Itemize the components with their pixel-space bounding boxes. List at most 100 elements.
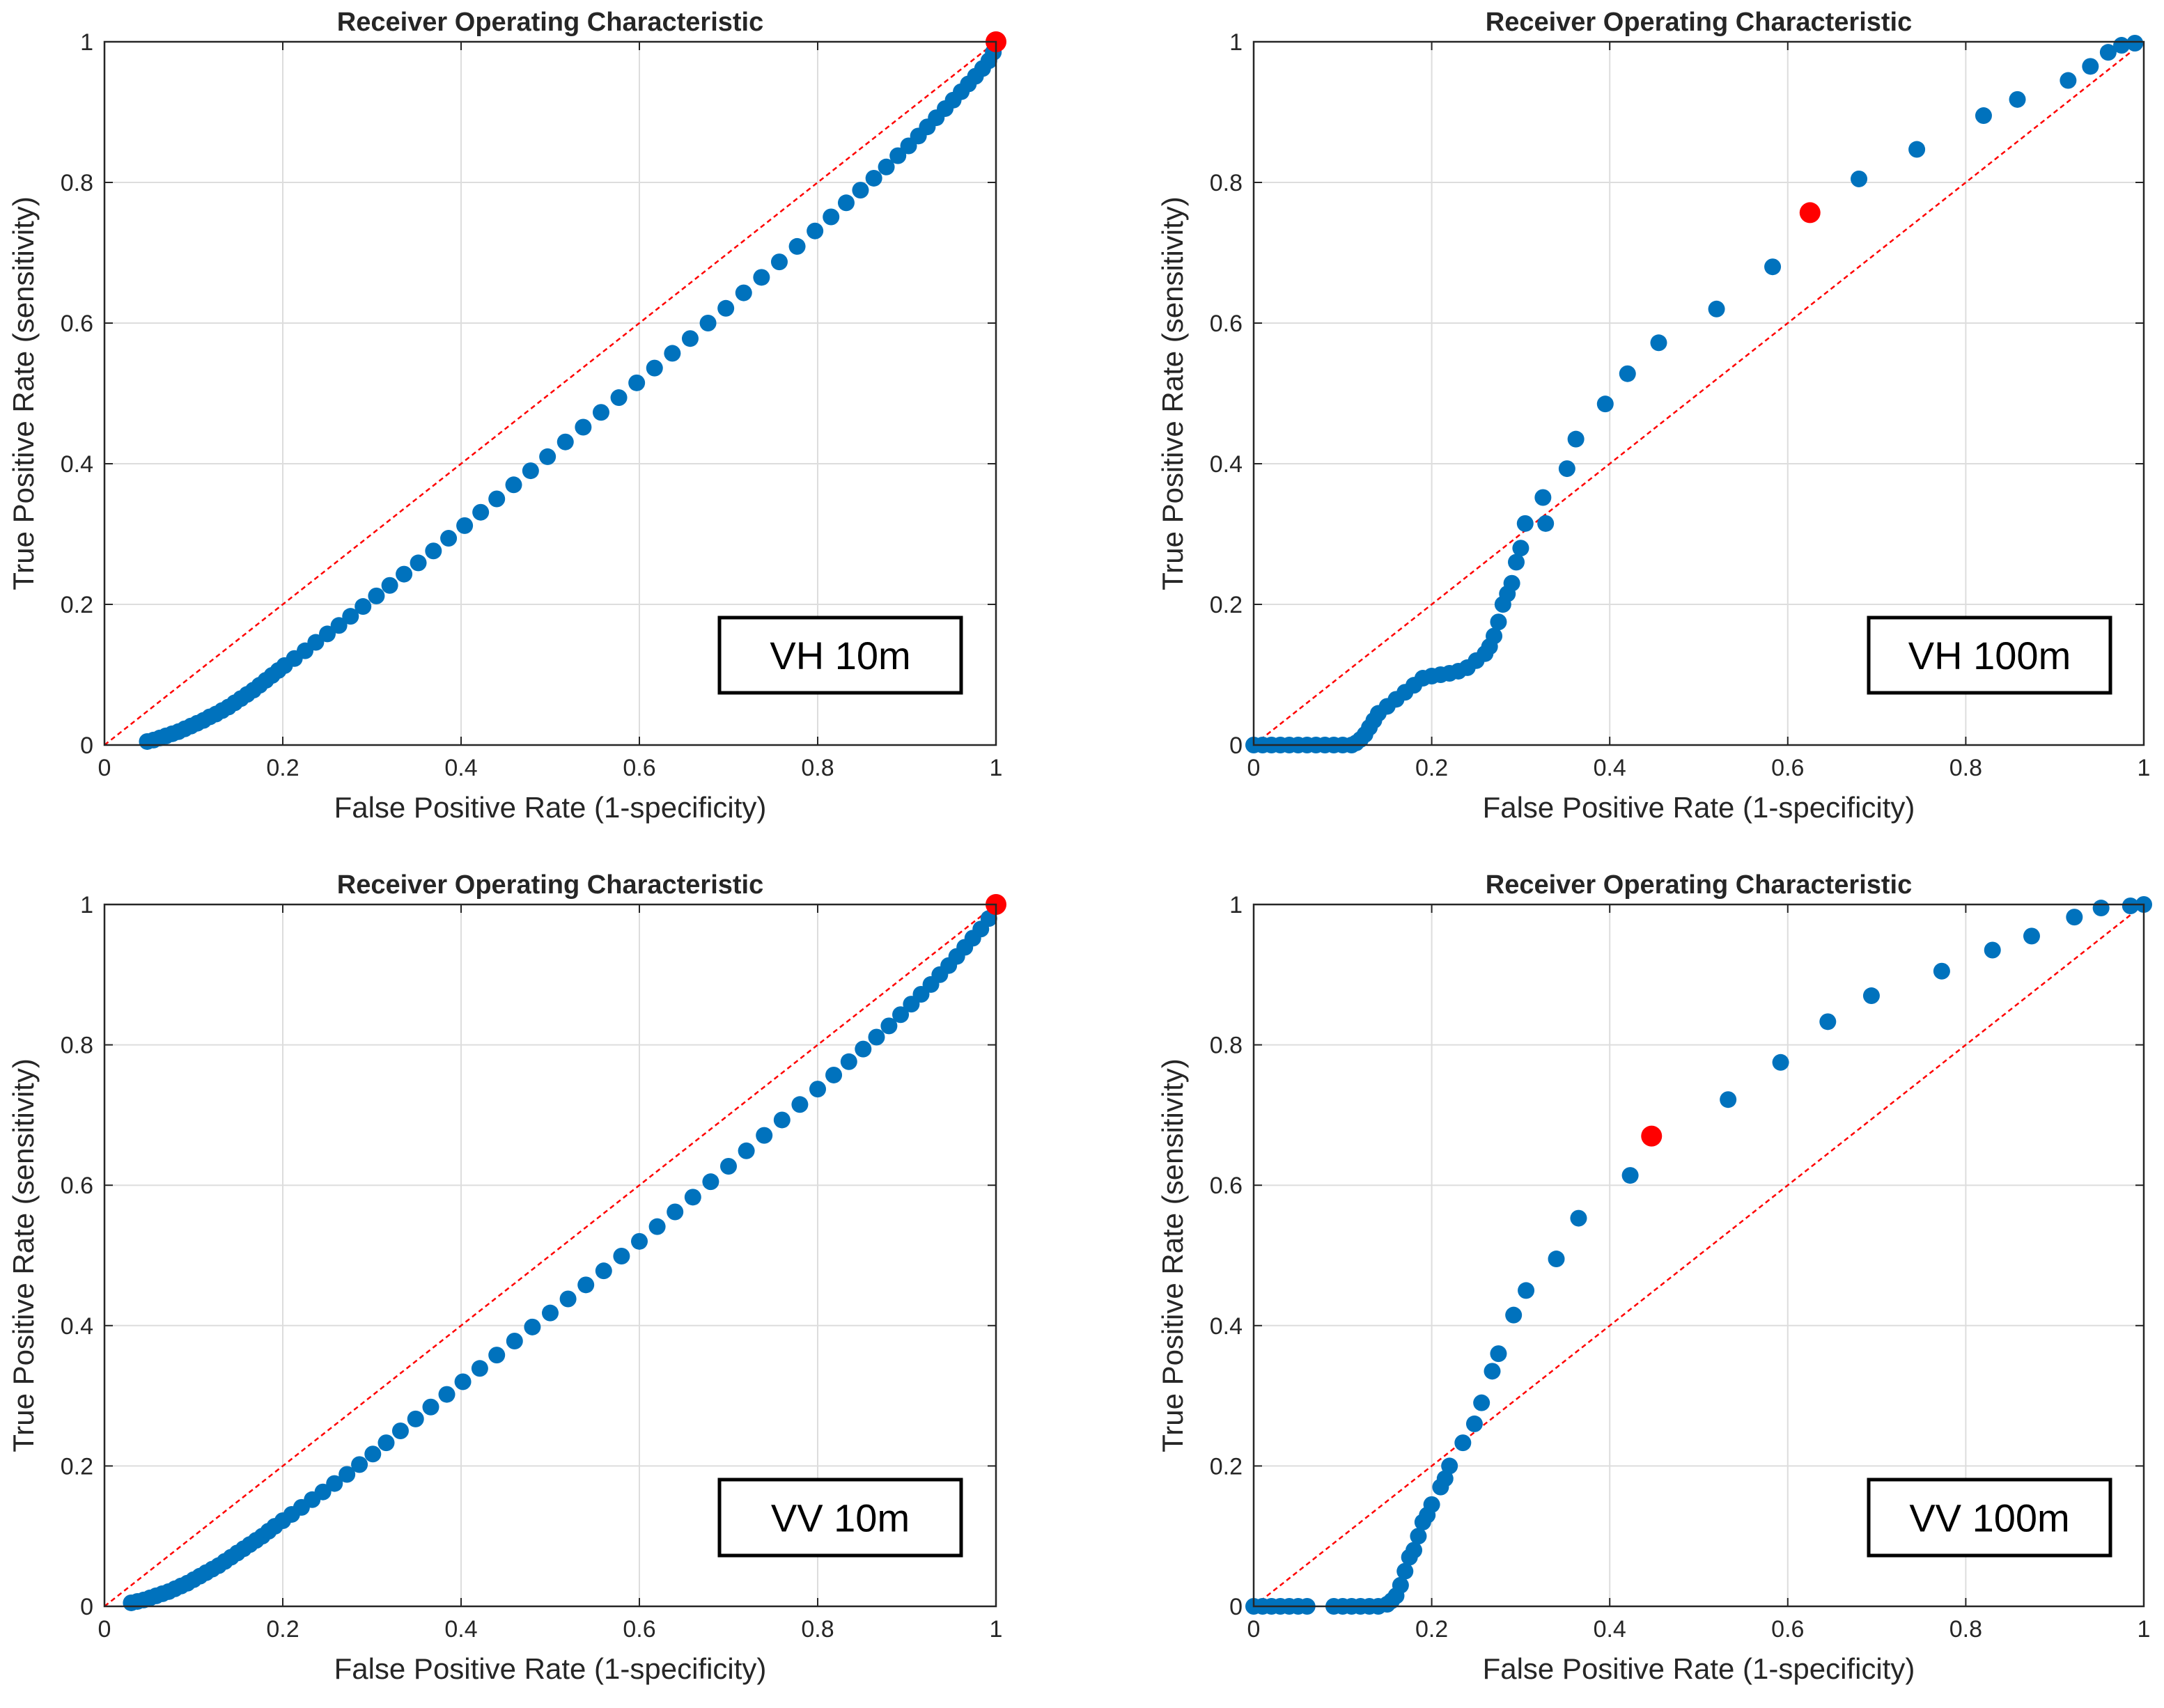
x-tick-label: 0.6 bbox=[623, 755, 655, 781]
roc-point bbox=[1819, 1013, 1837, 1031]
roc-point bbox=[1570, 1209, 1587, 1227]
roc-point bbox=[1436, 1470, 1454, 1487]
x-tick-label: 0.8 bbox=[801, 755, 834, 781]
plot-frame bbox=[1252, 40, 2145, 746]
roc-point bbox=[648, 1218, 666, 1235]
roc-point bbox=[542, 1304, 559, 1322]
roc-point bbox=[1567, 430, 1585, 448]
ticks: 0 0.2 0.4 0.6 0.8 1 0 0.2 0.4 0.6 0.8 1 bbox=[61, 892, 1003, 1643]
roc-point bbox=[1484, 1363, 1501, 1380]
reference-line bbox=[104, 904, 997, 1607]
roc-point bbox=[1516, 515, 1534, 532]
roc-point bbox=[809, 1081, 826, 1098]
roc-point bbox=[613, 1248, 630, 1265]
ticks: 0 0.2 0.4 0.6 0.8 1 0 0.2 0.4 0.6 0.8 1 bbox=[1210, 29, 2151, 781]
y-tick-label: 0.8 bbox=[1210, 1033, 1243, 1059]
roc-point bbox=[1650, 334, 1667, 352]
roc-point bbox=[1486, 627, 1503, 645]
roc-point bbox=[438, 1386, 456, 1403]
y-tick-label: 1 bbox=[1229, 892, 1243, 918]
y-tick-label: 0.6 bbox=[1210, 1173, 1243, 1199]
roc-point bbox=[1596, 395, 1614, 413]
y-tick-label: 1 bbox=[1229, 29, 1243, 56]
x-tick-label: 0.4 bbox=[1594, 755, 1626, 781]
y-tick-label: 0.4 bbox=[1210, 1313, 1243, 1340]
roc-point bbox=[2066, 909, 2083, 926]
x-tick-label: 0.4 bbox=[444, 1616, 477, 1643]
roc-point bbox=[2060, 72, 2077, 89]
roc-point bbox=[825, 1066, 843, 1083]
panel-vh100: Receiver Operating Characteristic 0 0.2 … bbox=[1156, 8, 2150, 824]
roc-point bbox=[1490, 613, 1507, 631]
x-tick-label: 0.4 bbox=[1594, 1616, 1626, 1643]
roc-point bbox=[1465, 1415, 1483, 1432]
roc-point bbox=[1908, 141, 1926, 158]
roc-point bbox=[852, 182, 869, 199]
optimal-point bbox=[1799, 202, 1821, 224]
roc-point bbox=[1764, 258, 1782, 276]
roc-point bbox=[368, 587, 385, 604]
roc-point bbox=[377, 1434, 395, 1452]
roc-point bbox=[1862, 987, 1880, 1005]
roc-point bbox=[592, 404, 609, 421]
roc-point bbox=[1423, 1496, 1440, 1513]
roc-point bbox=[753, 269, 770, 286]
roc-point bbox=[1558, 460, 1575, 478]
y-tick-label: 0.4 bbox=[61, 1313, 93, 1340]
plot-frame bbox=[1252, 903, 2145, 1608]
roc-points bbox=[139, 44, 1002, 750]
roc-point bbox=[1512, 540, 1529, 557]
roc-point bbox=[840, 1053, 857, 1070]
x-tick-label: 0 bbox=[1247, 1616, 1261, 1643]
roc-point bbox=[355, 598, 372, 616]
roc-point bbox=[1503, 574, 1520, 592]
chart-title: Receiver Operating Characteristic bbox=[1486, 870, 1913, 900]
x-tick-label: 1 bbox=[990, 755, 1003, 781]
roc-point bbox=[307, 634, 325, 651]
roc-point bbox=[381, 577, 398, 594]
roc-point bbox=[326, 1475, 343, 1492]
y-axis-label: True Positive Rate (sensitivity) bbox=[7, 196, 40, 590]
roc-point bbox=[773, 1111, 791, 1129]
roc-point bbox=[577, 1276, 595, 1294]
y-tick-label: 0.4 bbox=[1210, 451, 1243, 478]
panel-vv10: Receiver Operating Characteristic 0 0.2 … bbox=[7, 870, 1006, 1685]
roc-point bbox=[488, 1347, 506, 1364]
roc-point bbox=[756, 1127, 773, 1144]
roc-point bbox=[454, 1373, 472, 1390]
annotation-box bbox=[1867, 1478, 2112, 1558]
x-tick-label: 0.2 bbox=[1415, 1616, 1448, 1643]
x-axis-label: False Positive Rate (1-specificity) bbox=[1483, 791, 1915, 824]
chart-title: Receiver Operating Characteristic bbox=[337, 870, 764, 900]
roc-point bbox=[425, 542, 442, 560]
roc-point bbox=[631, 1232, 648, 1250]
y-tick-label: 0 bbox=[80, 1594, 93, 1620]
roc-point bbox=[684, 1189, 701, 1206]
reference-line bbox=[104, 41, 997, 746]
annotation-box bbox=[717, 616, 963, 695]
y-tick-label: 1 bbox=[80, 892, 93, 918]
annotation-box bbox=[1867, 616, 2112, 695]
x-axis-label: False Positive Rate (1-specificity) bbox=[334, 791, 767, 824]
roc-point bbox=[396, 565, 413, 583]
roc-point bbox=[314, 1483, 332, 1501]
roc-point bbox=[868, 1028, 885, 1046]
roc-point bbox=[410, 554, 427, 572]
roc-point bbox=[2082, 58, 2099, 75]
plot-frame bbox=[103, 903, 997, 1608]
roc-point bbox=[319, 625, 336, 643]
roc-point bbox=[1490, 1345, 1507, 1363]
reference-line bbox=[1253, 904, 2144, 1607]
roc-point bbox=[681, 330, 699, 347]
x-tick-label: 0 bbox=[98, 755, 111, 781]
roc-point bbox=[559, 1290, 577, 1308]
roc-point bbox=[2009, 91, 2026, 108]
roc-point bbox=[837, 194, 855, 212]
y-tick-label: 1 bbox=[80, 29, 93, 56]
x-tick-label: 0.6 bbox=[623, 1616, 655, 1643]
roc-point bbox=[1933, 962, 1950, 980]
annotation-box bbox=[717, 1478, 963, 1558]
roc-point bbox=[889, 147, 907, 164]
y-tick-label: 0.8 bbox=[61, 1033, 93, 1059]
